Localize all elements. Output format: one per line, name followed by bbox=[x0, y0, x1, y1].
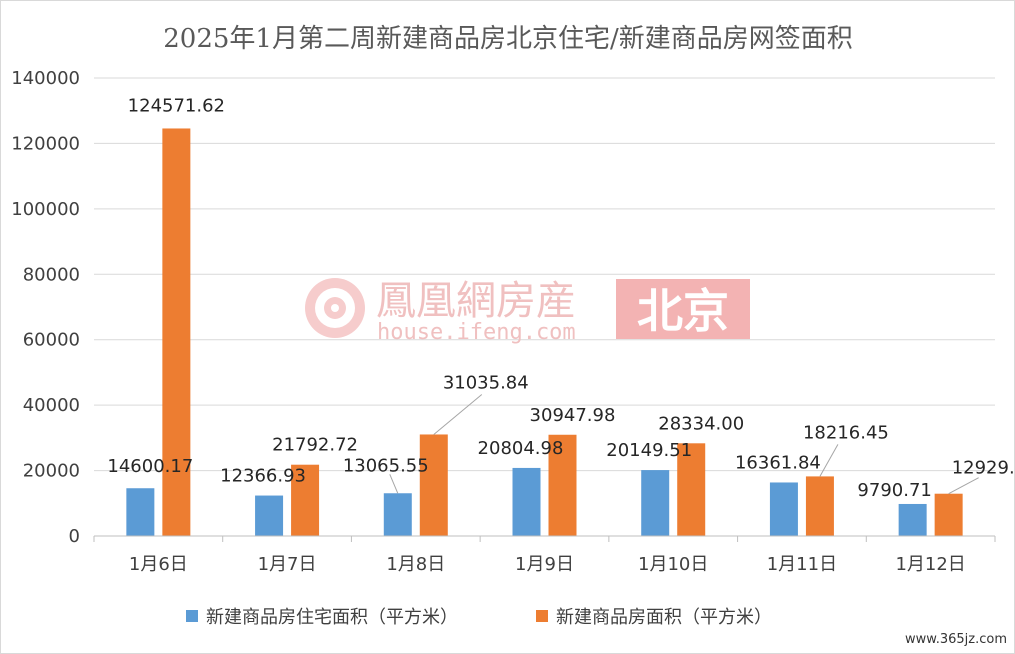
watermark-brand: 鳳凰網房産 bbox=[376, 278, 576, 324]
label-leader-line bbox=[389, 474, 399, 494]
data-labels: 14600.17 124571.62 12366.93 21792.7213065.5… bbox=[107, 95, 1015, 500]
data-label-residential: 13065.55 bbox=[343, 455, 429, 476]
bar-total bbox=[934, 493, 963, 536]
label-leader-line bbox=[433, 394, 483, 435]
data-label-total: 28334.00 bbox=[658, 413, 744, 434]
data-label-total: 18216.45 bbox=[803, 422, 889, 443]
bar-total bbox=[419, 434, 448, 536]
watermark-url: house.ifeng.com bbox=[377, 320, 576, 345]
legend: 新建商品房住宅面积（平方米） 新建商品房面积（平方米） bbox=[186, 607, 772, 628]
data-label-total: 30947.98 bbox=[530, 405, 616, 426]
bar-residential bbox=[255, 495, 284, 536]
label-leader-line bbox=[819, 444, 839, 477]
data-label-residential: 12366.93 bbox=[220, 466, 306, 487]
data-label-residential: 14600.17 bbox=[107, 456, 193, 477]
y-tick-label: 20000 bbox=[23, 461, 80, 482]
watermark-city-badge bbox=[616, 279, 750, 339]
bar-total bbox=[291, 464, 320, 536]
x-tick-label: 1月7日 bbox=[258, 554, 317, 575]
x-tick-label: 1月10日 bbox=[638, 554, 708, 575]
bar-total bbox=[548, 434, 577, 536]
y-tick-label: 60000 bbox=[23, 330, 80, 351]
y-tick-label: 40000 bbox=[23, 395, 80, 416]
y-axis-ticks: 0 20000 40000 60000 80000 100000 120000 140000 bbox=[11, 68, 80, 547]
data-label-residential: 16361.84 bbox=[735, 452, 821, 473]
gridlines bbox=[94, 77, 995, 472]
data-label-residential: 20804.98 bbox=[478, 438, 564, 459]
data-label-residential: 20149.51 bbox=[606, 440, 692, 461]
site-watermark: www.365jz.com bbox=[905, 632, 1007, 647]
y-tick-label: 0 bbox=[69, 526, 80, 547]
data-label-total: 31035.84 bbox=[443, 372, 529, 393]
x-tick-label: 1月11日 bbox=[767, 554, 837, 575]
y-tick-label: 80000 bbox=[23, 264, 80, 285]
x-tick-label: 1月8日 bbox=[386, 554, 445, 575]
bar-total bbox=[805, 476, 834, 536]
x-tick-label: 1月12日 bbox=[895, 554, 965, 575]
bar-residential bbox=[126, 488, 155, 536]
chart-title: 2025年1月第二周新建商品房北京住宅/新建商品房网签面积 bbox=[163, 24, 852, 54]
x-axis-ticks: 1月6日 1月7日 1月8日 1月9日 1月10日 1月11日 1月12日 bbox=[129, 554, 966, 575]
x-tick-label: 1月6日 bbox=[129, 554, 188, 575]
watermark-city: 北京 bbox=[637, 284, 729, 338]
legend-label-total: 新建商品房面积（平方米） bbox=[556, 607, 772, 628]
x-tick-label: 1月9日 bbox=[515, 554, 574, 575]
bar-residential bbox=[383, 493, 412, 536]
bar-residential bbox=[769, 482, 798, 536]
watermark: 鳳凰網房産 house.ifeng.com 北京 bbox=[305, 278, 750, 345]
bar-total bbox=[162, 128, 191, 536]
y-tick-label: 140000 bbox=[11, 68, 80, 89]
data-label-residential: 9790.71 bbox=[857, 480, 931, 501]
ifeng-logo-icon bbox=[305, 278, 365, 338]
y-tick-label: 100000 bbox=[11, 199, 80, 220]
x-axis bbox=[93, 535, 996, 542]
bar-residential bbox=[512, 467, 541, 536]
legend-label-residential: 新建商品房住宅面积（平方米） bbox=[206, 607, 458, 628]
data-label-total: 21792.72 bbox=[272, 435, 358, 456]
chart-bars bbox=[126, 128, 963, 536]
label-leader-lines bbox=[389, 394, 979, 495]
legend-swatch-total bbox=[536, 610, 548, 622]
bar-total bbox=[677, 443, 706, 536]
data-label-total: 124571.62 bbox=[128, 95, 225, 116]
bar-residential bbox=[898, 503, 927, 536]
legend-swatch-residential bbox=[186, 610, 198, 622]
data-label-total: 12929.07 bbox=[952, 458, 1015, 479]
label-leader-line bbox=[948, 477, 979, 495]
y-tick-label: 120000 bbox=[11, 133, 80, 154]
bar-residential bbox=[641, 470, 670, 536]
